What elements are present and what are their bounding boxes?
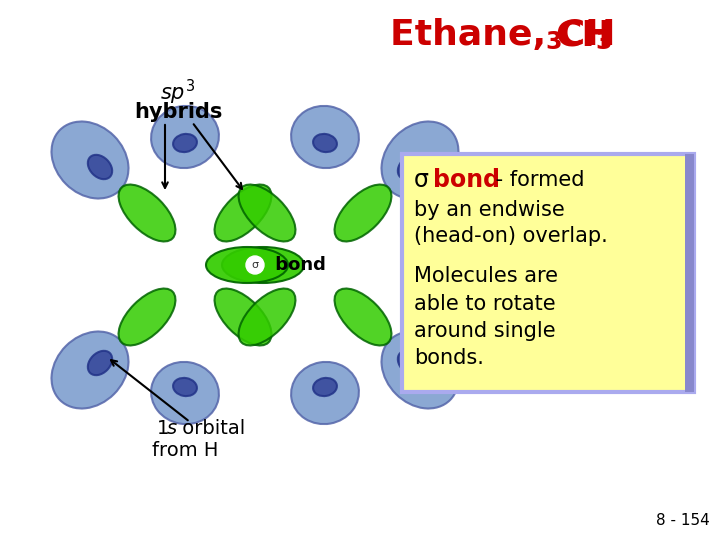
Ellipse shape	[215, 288, 271, 346]
Text: 1: 1	[157, 418, 169, 437]
Ellipse shape	[151, 362, 219, 424]
Ellipse shape	[335, 185, 392, 241]
Ellipse shape	[173, 134, 197, 152]
Text: 3: 3	[545, 30, 562, 54]
Ellipse shape	[238, 288, 295, 346]
Ellipse shape	[151, 106, 219, 168]
Ellipse shape	[206, 247, 288, 283]
Text: $\mathit{sp}^3$: $\mathit{sp}^3$	[161, 77, 196, 106]
Text: σ: σ	[251, 260, 258, 270]
Ellipse shape	[119, 185, 176, 241]
Text: 8 - 154: 8 - 154	[656, 513, 710, 528]
Ellipse shape	[52, 122, 128, 199]
Text: able to rotate: able to rotate	[414, 294, 556, 314]
Text: bond: bond	[269, 256, 326, 274]
Ellipse shape	[398, 351, 422, 375]
Ellipse shape	[222, 247, 304, 283]
Text: CH: CH	[555, 18, 612, 52]
Ellipse shape	[88, 155, 112, 179]
Text: C: C	[305, 256, 319, 274]
Ellipse shape	[291, 106, 359, 168]
Text: bonds.: bonds.	[414, 348, 484, 368]
FancyBboxPatch shape	[402, 154, 694, 392]
Ellipse shape	[398, 155, 422, 179]
Ellipse shape	[173, 378, 197, 396]
Bar	[685, 154, 694, 392]
Ellipse shape	[382, 332, 459, 408]
Ellipse shape	[291, 362, 359, 424]
Text: bond: bond	[433, 168, 500, 192]
Text: $\mathit{s}$: $\mathit{s}$	[166, 418, 178, 437]
Text: C: C	[192, 256, 204, 274]
Ellipse shape	[52, 332, 128, 408]
Text: Molecules are: Molecules are	[414, 266, 558, 286]
Ellipse shape	[119, 288, 176, 346]
Text: hybrids: hybrids	[134, 102, 222, 122]
Ellipse shape	[382, 122, 459, 199]
Text: by an endwise: by an endwise	[414, 200, 564, 220]
Text: σ: σ	[414, 168, 429, 192]
Ellipse shape	[215, 185, 271, 241]
Text: around single: around single	[414, 321, 556, 341]
Ellipse shape	[313, 134, 337, 152]
Text: (head-on) overlap.: (head-on) overlap.	[414, 226, 608, 246]
Text: Ethane, CH: Ethane, CH	[390, 18, 616, 52]
Circle shape	[246, 256, 264, 274]
Text: 3: 3	[595, 30, 611, 54]
Ellipse shape	[88, 351, 112, 375]
Text: - formed: - formed	[489, 170, 585, 190]
Text: from H: from H	[152, 441, 218, 460]
Ellipse shape	[335, 288, 392, 346]
Ellipse shape	[238, 185, 295, 241]
Ellipse shape	[313, 378, 337, 396]
Text: orbital: orbital	[176, 418, 246, 437]
